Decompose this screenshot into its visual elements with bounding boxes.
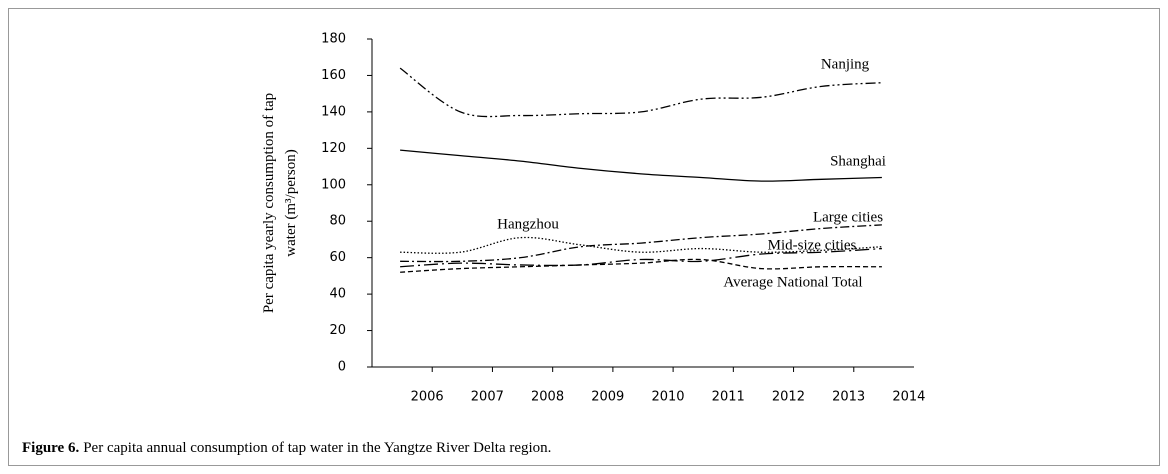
y-tick-label: 180 xyxy=(321,32,346,47)
x-tick-label: 2006 xyxy=(411,390,444,405)
y-tick-label: 60 xyxy=(329,250,346,265)
series-line xyxy=(400,149,882,182)
x-tick-label: 2008 xyxy=(531,390,564,405)
series-label: Nanjing xyxy=(821,56,870,72)
x-tick-label: 2009 xyxy=(591,390,624,405)
figure-border xyxy=(8,8,1160,466)
y-axis-label: Per capita yearly consumption of tap wate… xyxy=(261,93,299,313)
series-line xyxy=(400,258,882,273)
series-label: Average National Total xyxy=(723,274,862,290)
caption: Figure 6. Per capita annual consumption o… xyxy=(22,440,551,456)
series-line xyxy=(400,247,882,268)
series-line xyxy=(400,236,882,254)
series-label: Mid-size cities xyxy=(768,237,857,253)
x-tick-label: 2014 xyxy=(892,390,925,405)
y-tick-label: 140 xyxy=(321,104,346,119)
y-tick-label: 160 xyxy=(321,68,346,83)
x-tick-label: 2007 xyxy=(471,390,504,405)
caption-text: Per capita annual consumption of tap wat… xyxy=(83,440,551,456)
y-tick-label: 100 xyxy=(321,177,346,192)
x-tick-label: 2010 xyxy=(651,390,684,405)
series-label: Shanghai xyxy=(830,153,886,169)
y-tick-label: 80 xyxy=(329,214,346,229)
series-line xyxy=(400,224,882,263)
series-label: Large cities xyxy=(813,209,883,225)
y-axis-label-line: Per capita yearly consumption of tap xyxy=(261,93,277,313)
y-tick-label: 20 xyxy=(329,323,346,338)
y-tick-label: 120 xyxy=(321,141,346,156)
x-tick-label: 2013 xyxy=(832,390,865,405)
series-label: Hangzhou xyxy=(497,216,559,232)
y-tick-label: 0 xyxy=(338,360,346,375)
y-tick-label: 40 xyxy=(329,287,346,302)
x-tick-label: 2011 xyxy=(712,390,745,405)
caption-label: Figure 6. xyxy=(22,440,79,456)
x-tick-label: 2012 xyxy=(772,390,805,405)
y-axis-label-line: water (m³/person) xyxy=(283,149,299,256)
series-line xyxy=(399,67,882,118)
